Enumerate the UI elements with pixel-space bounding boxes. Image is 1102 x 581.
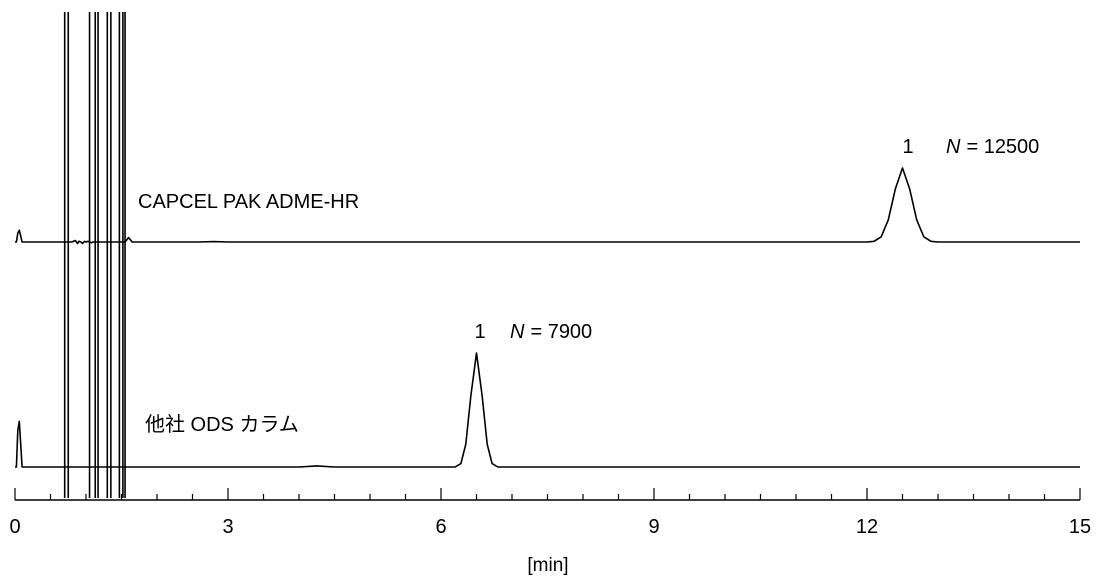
- series-label-adme-hr: CAPCEL PAK ADME-HR: [138, 191, 359, 213]
- x-tick-label: 12: [856, 516, 878, 538]
- solvent-front-spikes: [63, 12, 126, 498]
- chromatogram-traces: [15, 167, 1080, 468]
- plates-symbol-ods: N: [510, 321, 525, 343]
- plates-value-adme-hr: = 12500: [966, 136, 1039, 158]
- x-tick-label: 15: [1069, 516, 1091, 538]
- plates-value-ods: = 7900: [530, 321, 592, 343]
- peak-label-ods: 1: [474, 321, 485, 343]
- chromatogram-trace-1: [15, 167, 1080, 245]
- chromatogram-trace-2: [15, 352, 1080, 468]
- series-label-ods: 他社 ODS カラム: [145, 413, 299, 436]
- plates-symbol-adme-hr: N: [946, 136, 961, 158]
- peak-label-adme-hr: 1: [902, 136, 913, 158]
- x-axis: 0 3 6 9 12 15: [9, 488, 1091, 538]
- x-tick-label: 6: [435, 516, 446, 538]
- plates-ods: N = 7900: [510, 321, 592, 343]
- x-axis-label: [min]: [527, 555, 568, 576]
- x-tick-label: 3: [222, 516, 233, 538]
- plates-adme-hr: N = 12500: [946, 136, 1039, 158]
- x-tick-label: 0: [9, 516, 20, 538]
- x-tick-label: 9: [648, 516, 659, 538]
